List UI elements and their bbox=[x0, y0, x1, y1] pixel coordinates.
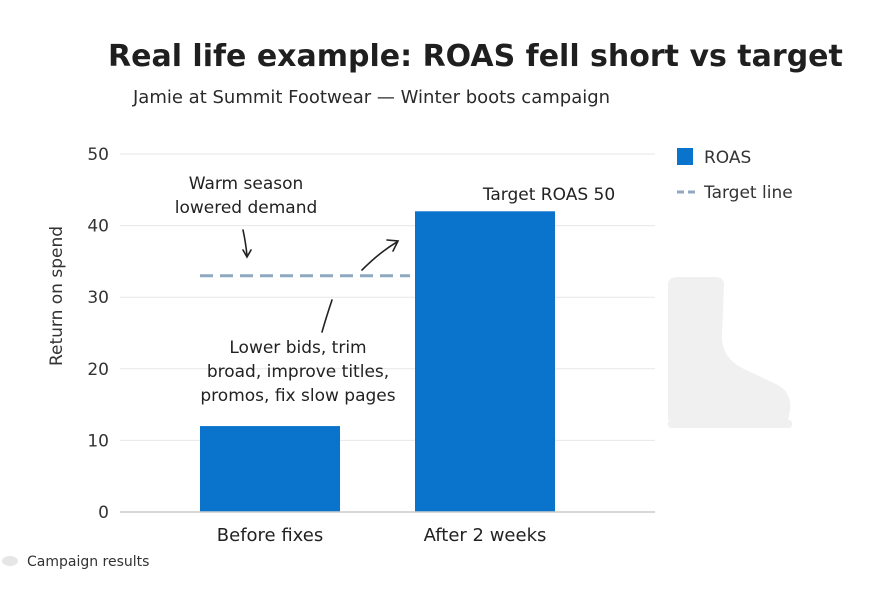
category-label: After 2 weeks bbox=[424, 525, 547, 546]
annotation-warm-season: Warm season lowered demand bbox=[175, 174, 318, 218]
legend-label-target: Target line bbox=[703, 183, 793, 203]
annotation-target-roas: Target ROAS 50 bbox=[482, 185, 615, 205]
y-tick-labels: 0 10 20 30 40 50 bbox=[87, 145, 109, 523]
y-tick-label: 30 bbox=[87, 288, 109, 308]
bar-before-fixes bbox=[200, 426, 340, 512]
boot-silhouette-icon bbox=[668, 277, 792, 428]
legend: ROAS Target line bbox=[677, 148, 793, 203]
bars bbox=[200, 211, 555, 512]
arrow-fixes bbox=[321, 299, 333, 333]
legend-label-roas: ROAS bbox=[704, 148, 751, 168]
y-tick-label: 50 bbox=[87, 145, 109, 165]
caption-group: Campaign results bbox=[2, 554, 149, 570]
y-tick-label: 40 bbox=[87, 217, 109, 237]
category-label: Before fixes bbox=[217, 525, 323, 546]
chart-subtitle: Jamie at Summit Footwear — Winter boots … bbox=[132, 87, 610, 108]
y-tick-label: 20 bbox=[87, 360, 109, 380]
legend-swatch-roas bbox=[677, 148, 693, 165]
y-axis-label: Return on spend bbox=[47, 226, 67, 366]
chart-title: Real life example: ROAS fell short vs ta… bbox=[108, 39, 843, 74]
arrow-season bbox=[242, 229, 252, 259]
bar-after-2-weeks bbox=[415, 211, 555, 512]
annotation-fixes: Lower bids, trim broad, improve titles, pr… bbox=[200, 338, 395, 406]
y-tick-label: 10 bbox=[87, 431, 109, 451]
category-labels: Before fixes After 2 weeks bbox=[217, 525, 547, 546]
caption: Campaign results bbox=[27, 554, 149, 570]
arrow-target bbox=[361, 239, 400, 271]
gridlines bbox=[120, 153, 655, 441]
y-tick-label: 0 bbox=[98, 503, 109, 523]
caption-dot-icon bbox=[2, 556, 18, 566]
